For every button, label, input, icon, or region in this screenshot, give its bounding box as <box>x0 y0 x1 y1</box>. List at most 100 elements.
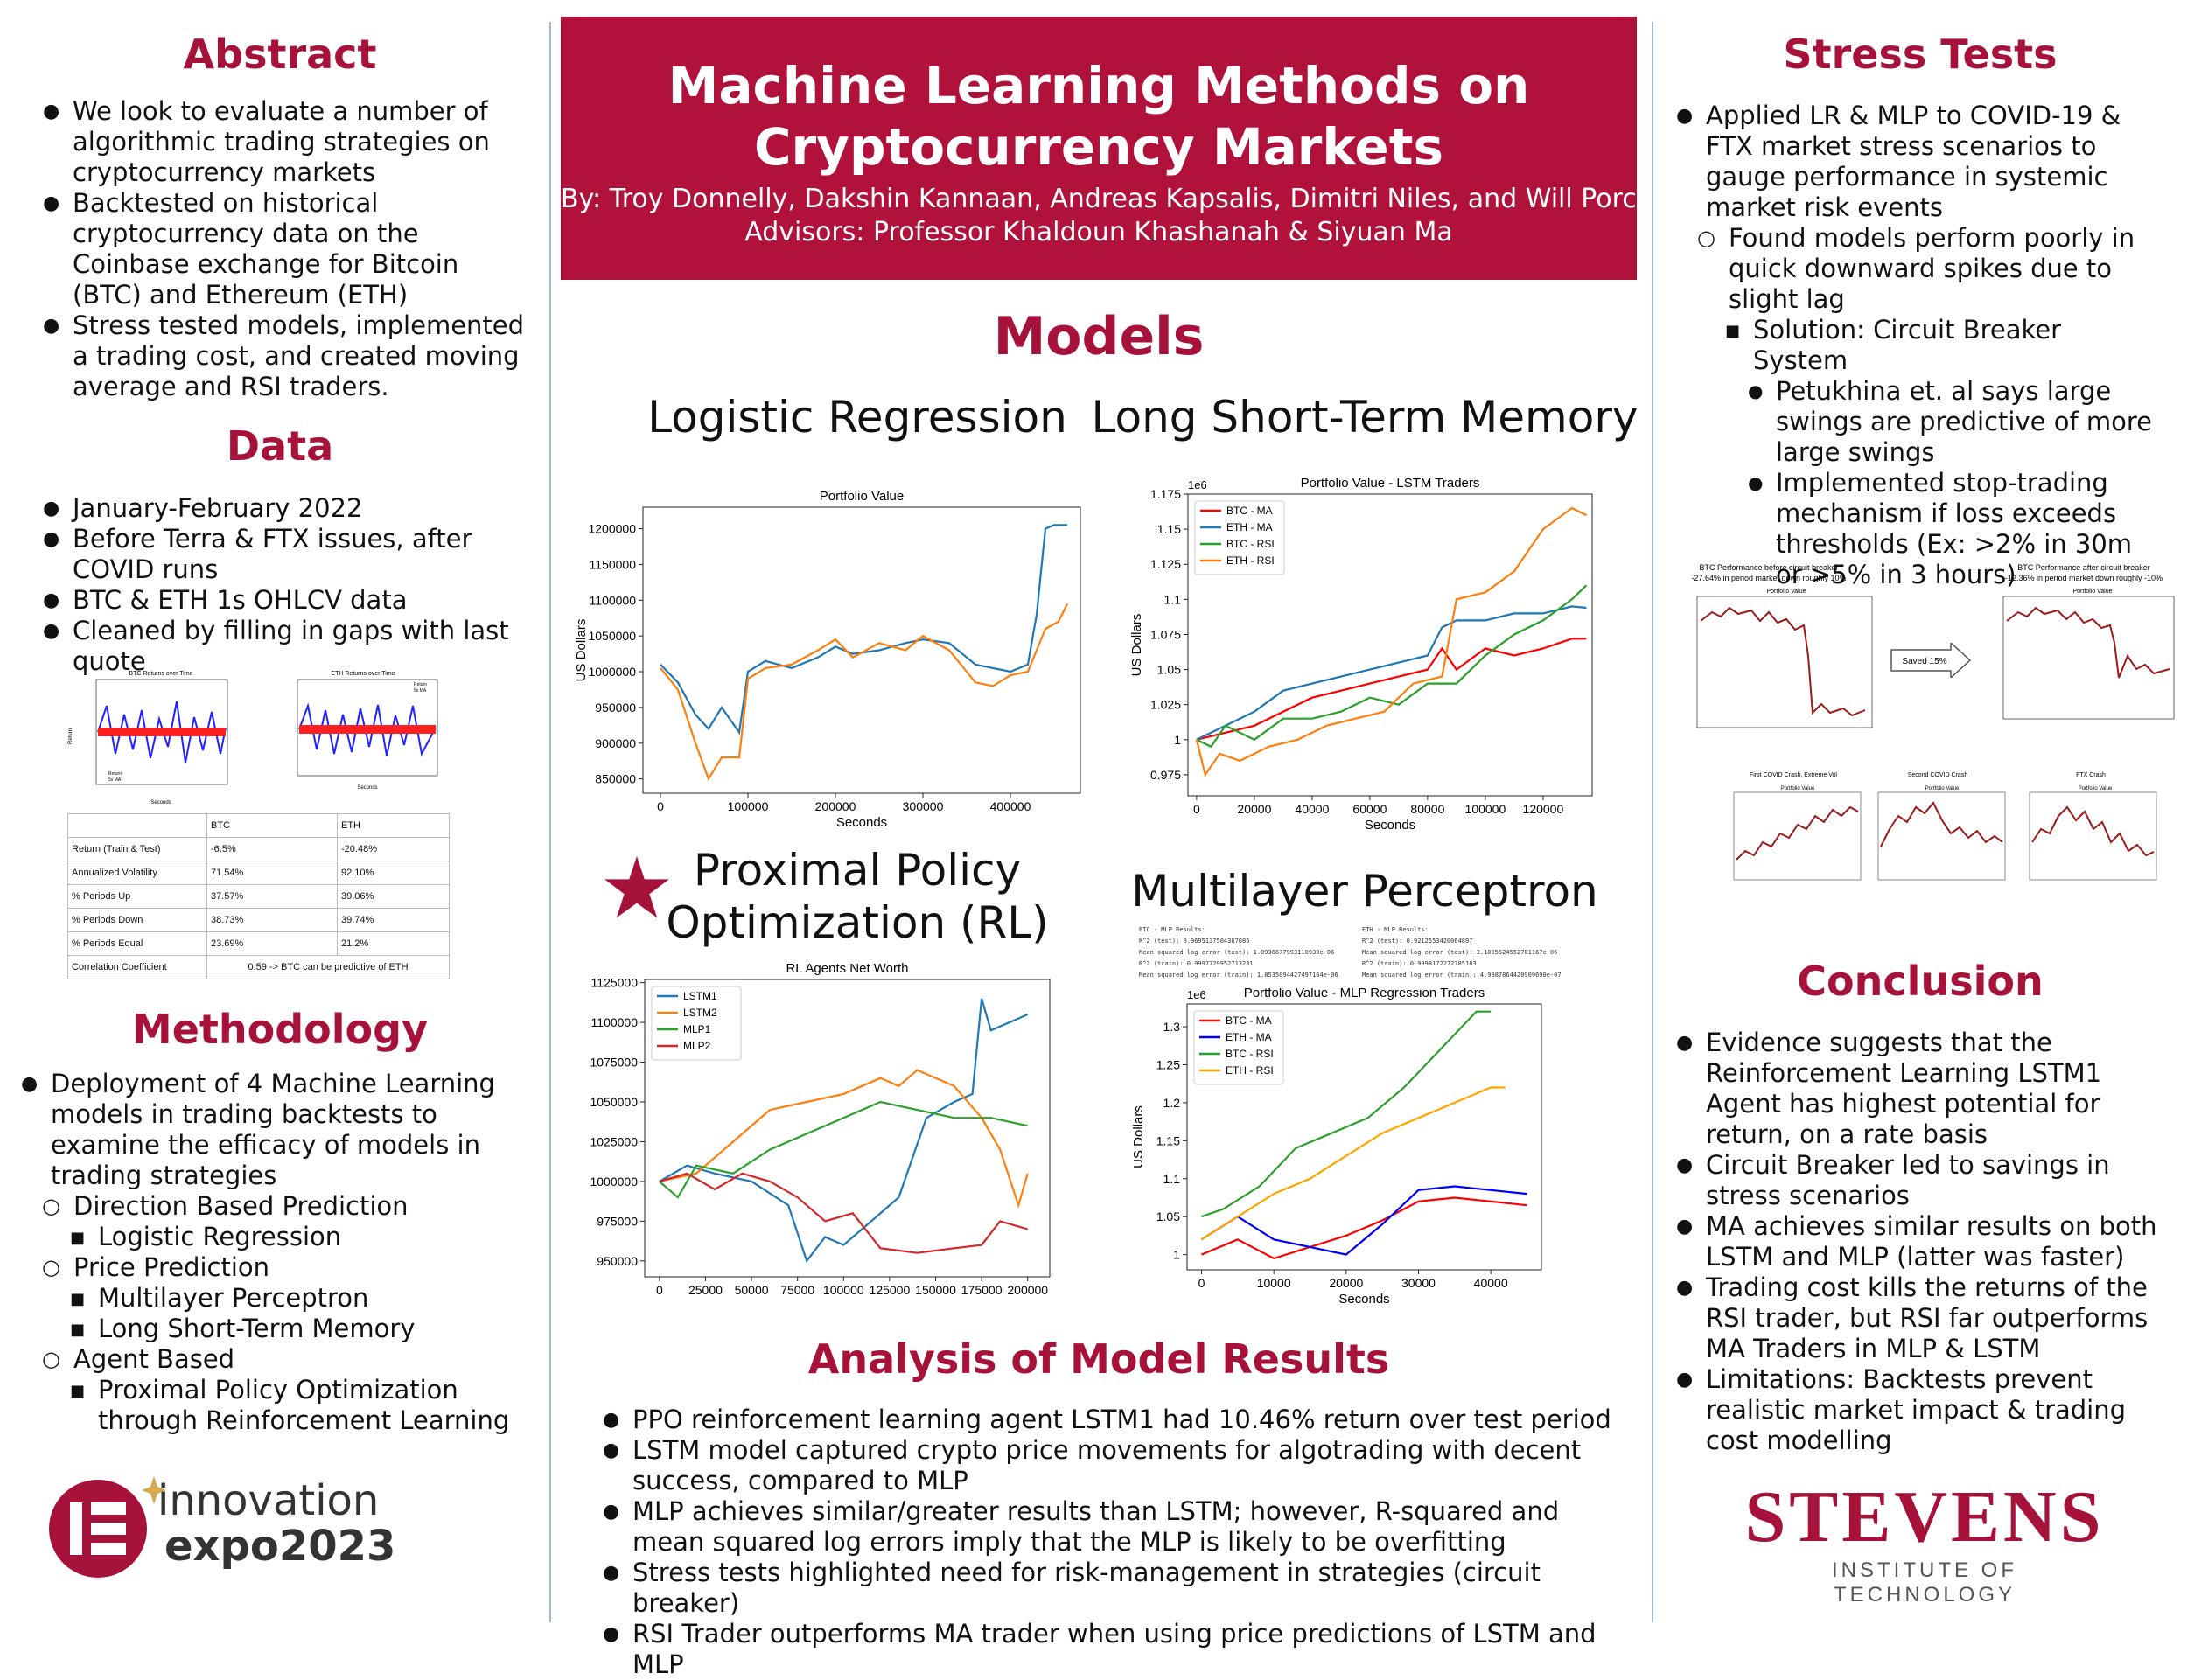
x-tick-label: 200000 <box>1007 1283 1048 1297</box>
series-line-1 <box>660 603 1068 782</box>
x-tick-label: 25000 <box>688 1283 723 1297</box>
table-header-cell: ETH <box>337 813 450 838</box>
table-cell: % Periods Down <box>67 908 207 932</box>
series-line-1 <box>1196 605 1587 741</box>
legend-label: MLP2 <box>683 1040 711 1052</box>
eth-mlp-results: ETH - MLP Results: R^2 (test): 0.92125534… <box>1362 924 1562 981</box>
legend-label: ETH - MA <box>1226 521 1273 533</box>
results-line: R^2 (train): 0.9997729952713231 <box>1139 960 1254 967</box>
series-line-0 <box>659 998 1029 1264</box>
covid1-title: First COVID Crash, Extreme Vol <box>1750 772 1837 778</box>
legend-label: MLP1 <box>683 1023 711 1035</box>
eth-returns-title: ETH Returns over Time <box>331 671 395 677</box>
after-breaker-line <box>2006 606 2170 679</box>
legend-label: ETH - RSI <box>1226 554 1275 567</box>
table-row: Annualized Volatility 71.54% 92.10% <box>67 861 450 885</box>
before-breaker-line <box>1700 606 1866 717</box>
legend-label: ETH - MA <box>1226 1031 1272 1043</box>
table-cell: Correlation Coefficient <box>67 955 207 979</box>
results-line: Mean squared log error (test): 1.0936677… <box>1139 949 1335 956</box>
y-axis-label: US Dollars <box>1129 614 1144 677</box>
y-tick-label: 1000000 <box>590 1175 638 1189</box>
x-tick-label: 0 <box>656 1283 663 1297</box>
table-cell: % Periods Up <box>67 884 207 909</box>
after-breaker-frame <box>2002 596 2175 720</box>
y-tick-label: 1.1 <box>1164 592 1182 606</box>
analysis-list: PPO reinforcement learning agent LSTM1 h… <box>599 1405 1623 1680</box>
ftx-title: FTX Crash <box>2076 772 2106 778</box>
x-tick-label: 150000 <box>915 1283 956 1297</box>
ftx-frame <box>2029 791 2157 881</box>
y-axis-label: US Dollars <box>1131 1105 1146 1168</box>
table-cell: 71.54% <box>206 861 338 885</box>
y-tick-label: 1075000 <box>590 1056 638 1070</box>
axis-scale-note: 1e6 <box>1187 988 1206 1001</box>
list-item: Limitations: Backtests prevent realistic… <box>1673 1364 2171 1456</box>
abstract-list: We look to evaluate a number of algorith… <box>39 96 529 402</box>
before-breaker-title: BTC Performance before circuit breaker <box>1699 563 1838 572</box>
x-tick-label: 20000 <box>1237 802 1271 816</box>
legend-label: BTC - RSI <box>1226 538 1275 550</box>
legend-box <box>1193 1010 1284 1085</box>
y-tick-label: 1050000 <box>588 629 636 643</box>
covid2-frame <box>1877 791 2006 881</box>
series-line-3 <box>1200 1086 1506 1241</box>
covid1-plot-title: Portfolio Value <box>1781 786 1815 791</box>
after-breaker-title: BTC Performance after circuit breaker <box>2017 563 2150 572</box>
eth-legend-ma: 5s MA <box>414 688 427 694</box>
table-cell: 39.06% <box>337 884 450 909</box>
series-line-2 <box>659 1100 1028 1199</box>
chart-title: Portfolio Value - LSTM Traders <box>1301 477 1480 491</box>
legend-label: ETH - RSI <box>1226 1064 1274 1077</box>
left-divider <box>549 22 551 1622</box>
x-axis-label: Seconds <box>1365 818 1415 833</box>
btc-returns-chart: BTC Returns over Time Return 5s MA Secon… <box>68 671 228 805</box>
x-tick-label: 60000 <box>1352 802 1387 816</box>
list-item: BTC & ETH 1s OHLCV data <box>39 585 538 616</box>
y-axis-label: US Dollars <box>574 619 589 682</box>
list-item: Multilayer Perceptron <box>17 1283 529 1314</box>
y-tick-label: 1050000 <box>590 1095 638 1109</box>
eth-returns-xlabel: Seconds <box>357 785 377 791</box>
y-tick-label: 975000 <box>597 1214 638 1228</box>
btc-returns-xlabel: Seconds <box>150 800 171 805</box>
y-tick-label: 1100000 <box>590 593 637 607</box>
lr-portfolio-chart: Portfolio Value 0 100000 200000 300000 400000… <box>574 489 1081 830</box>
x-tick-label: 300000 <box>903 799 944 813</box>
x-tick-label: 100000 <box>728 799 769 813</box>
chart-title: RL Agents Net Worth <box>786 961 908 976</box>
table-row: Return (Train & Test) -6.5% -20.48% <box>67 837 450 861</box>
x-tick-label: 80000 <box>1410 802 1444 816</box>
table-cell: 21.2% <box>337 931 450 956</box>
table-header-cell: BTC <box>206 813 338 838</box>
list-item: Trading cost kills the returns of the RS… <box>1673 1272 2171 1364</box>
after-breaker-plot-title: Portfolio Value <box>2072 589 2112 595</box>
table-cell: 23.69% <box>206 931 338 956</box>
y-tick-label: 1.125 <box>1150 557 1181 571</box>
list-item: RSI Trader outperforms MA trader when us… <box>599 1619 1623 1680</box>
results-line: R^2 (test): 0.9695137504367085 <box>1139 938 1250 945</box>
y-tick-label: 1.1 <box>1163 1172 1181 1186</box>
list-item: PPO reinforcement learning agent LSTM1 h… <box>599 1405 1623 1435</box>
table-row: % Periods Equal 23.69% 21.2% <box>67 931 450 956</box>
conclusion-list: Evidence suggests that the Reinforcement… <box>1673 1028 2171 1456</box>
series-line-3 <box>1195 506 1587 777</box>
right-divider <box>1652 22 1653 1622</box>
x-tick-label: 0 <box>1193 802 1200 816</box>
y-tick-label: 1000000 <box>588 665 636 679</box>
x-tick-label: 0 <box>1198 1276 1205 1290</box>
series-line-3 <box>659 1172 1029 1254</box>
results-line: Mean squared log error (train): 4.998786… <box>1362 972 1562 979</box>
ie-mark <box>49 1476 166 1578</box>
legend-label: BTC - MA <box>1226 505 1273 517</box>
stevens-name: STEVENS <box>1744 1476 2105 1558</box>
btc-returns-ma <box>98 728 226 736</box>
authors-line: By: Troy Donnelly, Dakshin Kannaan, Andr… <box>561 184 1684 214</box>
x-tick-label: 75000 <box>780 1283 814 1297</box>
plot-frame <box>642 506 1081 794</box>
chart-title: Portfolio Value - MLP Regression Traders <box>1244 988 1485 1000</box>
ftx-line <box>2031 805 2155 857</box>
y-tick-label: 900000 <box>595 736 636 750</box>
list-item: Applied LR & MLP to COVID-19 & FTX marke… <box>1673 101 2158 223</box>
btc-returns-ylabel: Return <box>68 728 73 744</box>
